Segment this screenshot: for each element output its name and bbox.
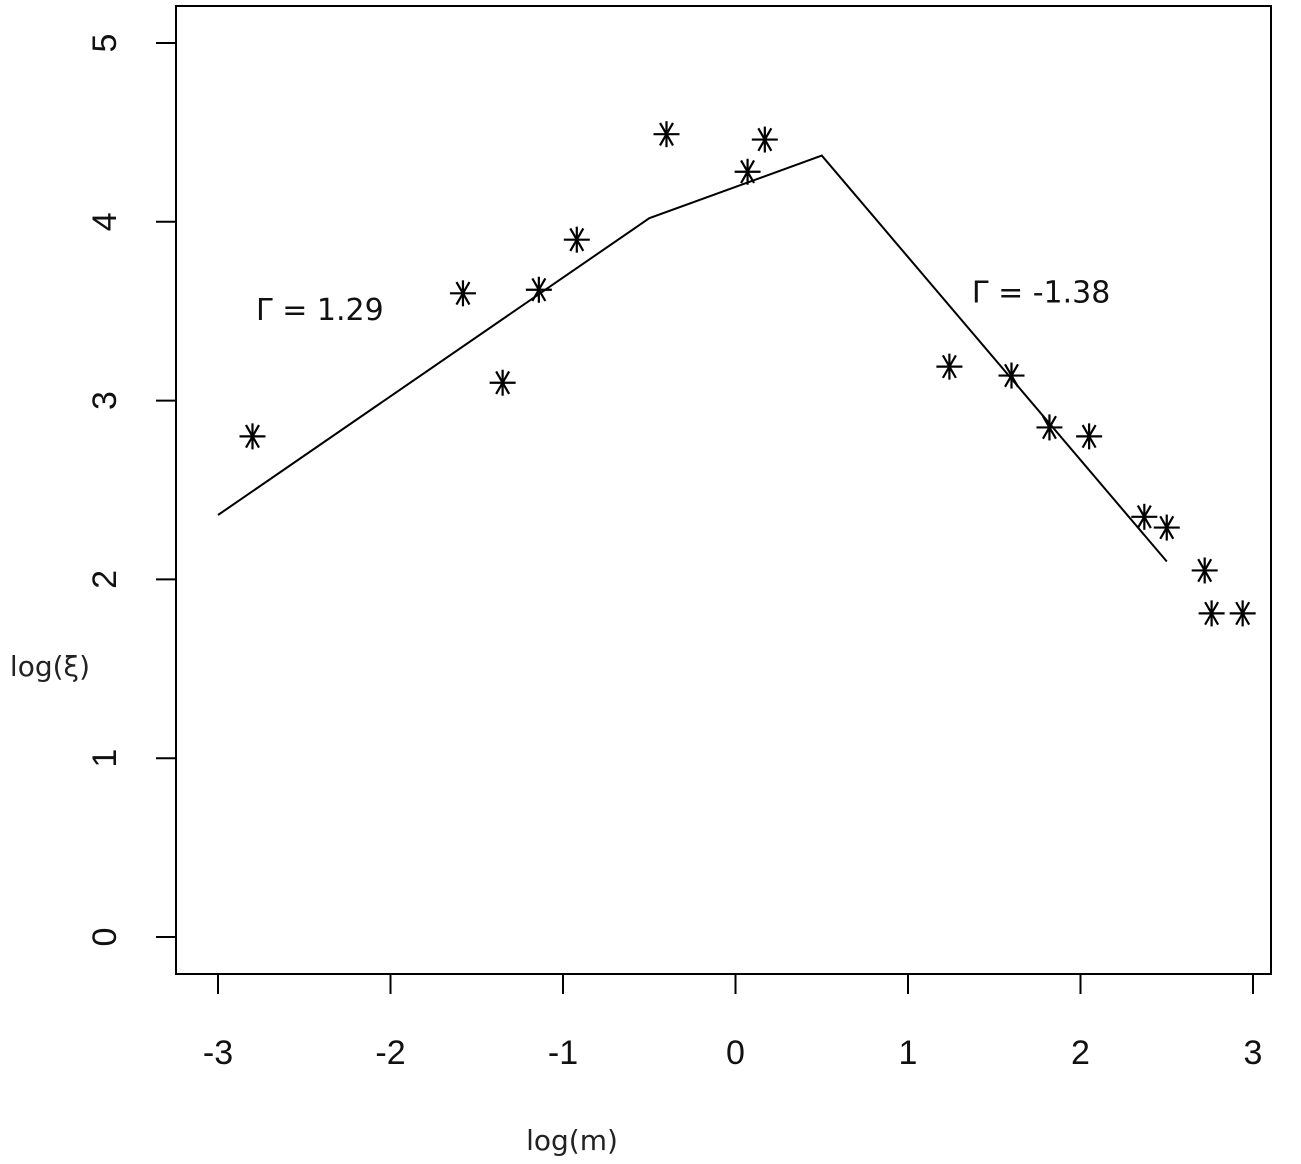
data-point [1036, 414, 1063, 441]
data-point [1191, 557, 1218, 584]
data-point [1076, 423, 1103, 450]
x-axis: -3 -2 -1 0 1 2 3 [203, 974, 1263, 1072]
data-point [653, 121, 680, 148]
data-point [936, 353, 963, 380]
y-tick-label: 1 [86, 749, 124, 768]
x-tick-label: -2 [375, 1034, 405, 1072]
data-point [449, 280, 476, 307]
data-point [1131, 503, 1158, 530]
x-tick-label: -1 [548, 1034, 578, 1072]
data-point [1153, 514, 1180, 541]
points-group [239, 121, 1256, 627]
data-point [239, 423, 266, 450]
fit-line [217, 154, 1168, 563]
data-point [489, 369, 516, 396]
x-tick-label: 0 [726, 1034, 745, 1072]
data-point [1229, 600, 1256, 627]
y-axis: 0 1 2 3 4 5 [86, 34, 176, 947]
x-axis-title: log(m) [526, 1124, 618, 1157]
y-tick-label: 4 [86, 212, 124, 231]
annotations-group: Γ = 1.29 Γ = -1.38 [256, 275, 1110, 328]
data-point [1198, 600, 1225, 627]
x-tick-label: -3 [203, 1034, 233, 1072]
slope-annotation: Γ = -1.38 [972, 275, 1111, 310]
data-point [751, 126, 778, 153]
data-point [734, 158, 761, 185]
slope-annotation: Γ = 1.29 [256, 293, 384, 328]
y-tick-label: 5 [86, 34, 124, 53]
y-axis-title: log(ξ) [10, 650, 90, 683]
x-tick-label: 2 [1071, 1034, 1090, 1072]
data-point [525, 276, 552, 303]
y-tick-label: 2 [86, 570, 124, 589]
x-tick-label: 3 [1244, 1034, 1263, 1072]
data-point [998, 362, 1025, 389]
y-tick-label: 3 [86, 391, 124, 410]
data-point [563, 226, 590, 253]
x-tick-label: 1 [899, 1034, 918, 1072]
y-tick-label: 0 [86, 928, 124, 947]
fit-line-group [217, 154, 1168, 563]
